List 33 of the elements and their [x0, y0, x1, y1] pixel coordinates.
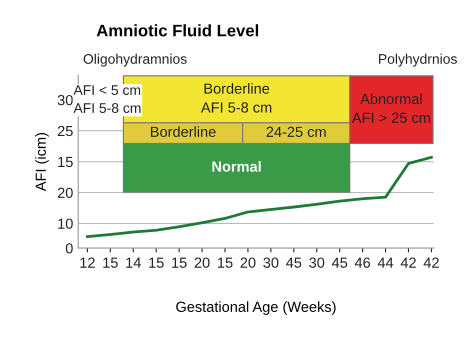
x-tick-label: 42: [424, 258, 439, 268]
x-tick-label: 14: [126, 258, 141, 268]
y-axis-title: AFI (icm): [35, 132, 49, 192]
text: 20: [58, 188, 73, 198]
x-tick-label: 15: [149, 258, 164, 268]
x-tick-label: 45: [332, 258, 348, 268]
x-tick-label: 45: [286, 258, 302, 268]
text: 25: [58, 126, 73, 136]
x-tick-label: 44: [378, 258, 394, 268]
band-label: Borderline AFI 5-8 cm: [200, 83, 272, 113]
band-label: Borderline: [150, 126, 216, 138]
x-tick-label: 15: [218, 258, 232, 268]
x-tick-label: 20: [194, 258, 210, 268]
x-tick-label: 30: [309, 258, 324, 268]
text: Oligohydramnios: [84, 54, 187, 67]
text: AFI < 5 cm AFI 5-8 cm: [74, 85, 140, 113]
x-tick-label: 30: [263, 258, 278, 268]
text: Polyhydrnios: [379, 54, 457, 67]
band-label: Normal: [212, 161, 261, 172]
x-axis-title: Gestational Age (Weeks): [176, 301, 336, 315]
chart-title: Amniotic Fluid Level: [96, 24, 258, 36]
x-tick-label: 12: [80, 258, 95, 268]
text: 10: [58, 218, 73, 229]
text: 30: [58, 94, 73, 106]
band-label: 24-25 cm: [266, 126, 326, 138]
x-tick-label: 42: [400, 258, 416, 268]
x-tick-label: 46: [354, 258, 370, 268]
x-tick-label: 15: [103, 258, 118, 268]
x-tick-label: 15: [172, 258, 187, 268]
band-label: Abnormal AFI > 25 cm: [352, 93, 430, 123]
text: 0: [66, 243, 73, 254]
text: 15: [58, 156, 73, 168]
x-tick-label: 20: [240, 258, 256, 268]
